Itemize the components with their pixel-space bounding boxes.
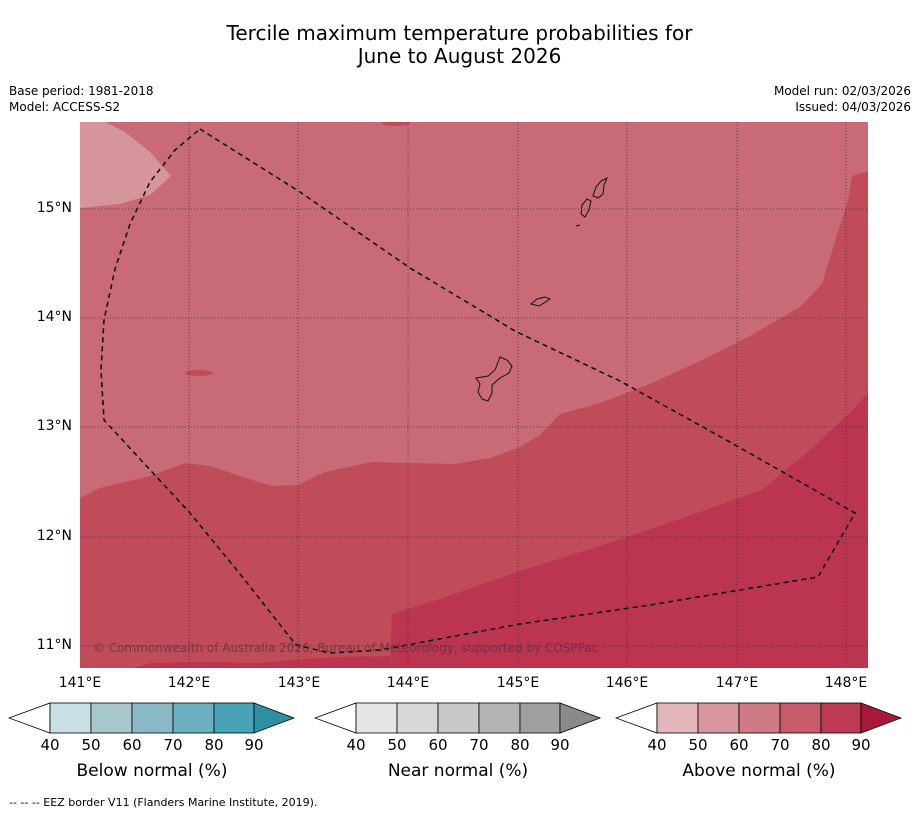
colorbar-swatch: [519, 702, 561, 734]
colorbar-swatch: [779, 702, 822, 734]
colorbar-near-swatches: [314, 702, 602, 734]
colorbar-swatch: [396, 702, 439, 734]
tick: 70: [163, 736, 183, 754]
region-80-90: [390, 393, 868, 668]
meta-left: Base period: 1981-2018 Model: ACCESS-S2: [9, 83, 154, 115]
colorbar-swatch: [90, 702, 133, 734]
model-run: Model run: 02/03/2026: [773, 84, 911, 98]
lat-label: 11°N: [36, 637, 72, 653]
tick: 90: [550, 736, 570, 754]
tick: 80: [811, 736, 831, 754]
colorbar-swatch: [697, 702, 740, 734]
colorbar-above-title: Above normal (%): [682, 761, 836, 781]
colorbar-swatch: [355, 702, 398, 734]
colorbar-above-swatches: [615, 702, 903, 734]
colorbar-extend-high: [253, 702, 296, 734]
tick: 80: [510, 736, 530, 754]
lat-label: 12°N: [36, 528, 72, 544]
colorbar-swatch: [49, 702, 92, 734]
tick: 60: [122, 736, 142, 754]
lon-label: 141°E: [58, 675, 102, 691]
base-period: Base period: 1981-2018: [9, 84, 154, 98]
lon-label: 145°E: [496, 675, 540, 691]
tick: 50: [81, 736, 101, 754]
tick: 80: [204, 736, 224, 754]
map-shading: [80, 122, 868, 668]
colorbar-swatch: [172, 702, 215, 734]
tick: 70: [469, 736, 489, 754]
colorbar-extend-low: [8, 702, 51, 734]
colorbar-swatch: [437, 702, 480, 734]
title-line-1: Tercile maximum temperature probabilitie…: [226, 21, 693, 45]
colorbar-swatch: [738, 702, 781, 734]
patch: [185, 370, 213, 376]
gridlines: [80, 122, 868, 668]
island-rota: [529, 296, 552, 307]
issued-date: Issued: 04/03/2026: [795, 100, 911, 114]
lon-label: 148°E: [824, 675, 868, 691]
model-name: Model: ACCESS-S2: [9, 100, 121, 114]
tick: 60: [428, 736, 448, 754]
lat-label: 14°N: [36, 309, 72, 325]
colorbar-below-title: Below normal (%): [76, 761, 228, 781]
lon-label: 144°E: [386, 675, 430, 691]
colorbar-extend-low: [615, 702, 658, 734]
island-guam: [475, 356, 513, 402]
colorbar-swatch: [478, 702, 521, 734]
tick: 90: [851, 736, 871, 754]
island-tinian: [580, 198, 592, 218]
colorbar-extend-low: [314, 702, 357, 734]
lat-label: 13°N: [36, 418, 72, 434]
tick: 50: [387, 736, 407, 754]
islands: [475, 176, 608, 402]
tick: 70: [770, 736, 790, 754]
eez-border: [100, 128, 857, 654]
tick: 90: [244, 736, 264, 754]
lat-label: 15°N: [36, 200, 72, 216]
tick: 50: [688, 736, 708, 754]
lon-label: 143°E: [277, 675, 321, 691]
colorbar-swatch: [820, 702, 862, 734]
lon-label: 147°E: [715, 675, 759, 691]
colorbar-swatch: [213, 702, 255, 734]
colorbar-near-title: Near normal (%): [387, 761, 529, 781]
map-title: Tercile maximum temperature probabilitie…: [0, 22, 919, 68]
tick: 40: [346, 736, 366, 754]
tick: 40: [40, 736, 60, 754]
tick: 60: [729, 736, 749, 754]
meta-right: Model run: 02/03/2026 Issued: 04/03/2026: [774, 83, 911, 115]
island-saipan: [592, 176, 608, 199]
title-line-2: June to August 2026: [357, 44, 562, 68]
footnote: -- -- -- EEZ border V11 (Flanders Marine…: [9, 796, 318, 809]
colorbar-extend-high: [860, 702, 903, 734]
lon-label: 146°E: [605, 675, 649, 691]
colorbar-swatch: [656, 702, 699, 734]
colorbar-extend-high: [559, 702, 602, 734]
colorbar-swatch: [131, 702, 174, 734]
lon-label: 142°E: [167, 675, 211, 691]
tick: 40: [647, 736, 667, 754]
copyright: © Commonwealth of Australia 2026, Bureau…: [93, 641, 599, 655]
colorbar-below-swatches: [8, 702, 296, 734]
